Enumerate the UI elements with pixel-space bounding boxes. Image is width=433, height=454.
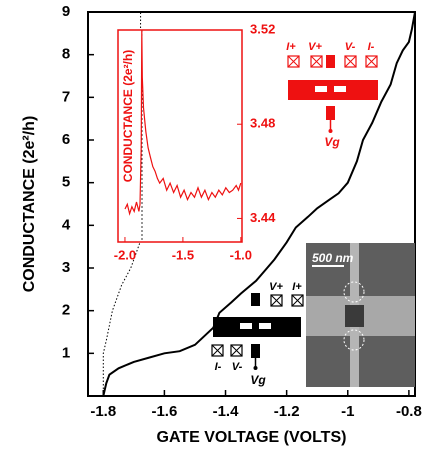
annotation: Vg xyxy=(324,135,340,149)
y-axis-title: CONDUCTANCE (2e²/h) xyxy=(21,116,38,293)
annotation: I- xyxy=(368,41,375,53)
sem-ring xyxy=(343,329,365,351)
annotation: V- xyxy=(232,361,243,373)
gate xyxy=(251,293,260,306)
x-tick-label: -1.4 xyxy=(213,403,240,420)
x-tick-label: -1.8 xyxy=(90,403,116,420)
annotation: I- xyxy=(215,361,222,373)
annotation: 500 nm xyxy=(312,251,354,265)
gate xyxy=(326,106,335,120)
contact-cross xyxy=(291,294,304,307)
annotation: V- xyxy=(345,41,356,53)
x-axis-title: GATE VOLTAGE (VOLTS) xyxy=(157,429,347,446)
x-tick-label: -1 xyxy=(341,403,354,420)
y-tick-label: 8 xyxy=(62,46,70,63)
y-tick-label: 3 xyxy=(62,259,70,276)
y-tick-label: 9 xyxy=(62,3,70,20)
contact-cross xyxy=(310,55,323,68)
x-tick-label: -0.8 xyxy=(396,403,422,420)
inset-curve xyxy=(124,29,242,216)
annotation: V+ xyxy=(269,281,283,293)
annotation: I+ xyxy=(286,41,296,53)
notch xyxy=(259,323,271,329)
wire xyxy=(213,317,301,337)
contact-cross xyxy=(287,55,300,68)
gate xyxy=(326,55,335,68)
inset-x-tick-label: -1.5 xyxy=(172,247,194,262)
contact-cross xyxy=(211,344,224,357)
inset-y-tick-label: 3.52 xyxy=(250,21,275,36)
annotation: I+ xyxy=(292,281,302,293)
notch xyxy=(315,86,327,92)
x-tick-label: -1.6 xyxy=(151,403,177,420)
y-tick-label: 4 xyxy=(62,216,71,233)
x-tick-label: -1.2 xyxy=(274,403,300,420)
y-tick-label: 1 xyxy=(62,344,70,361)
y-tick-label: 7 xyxy=(62,88,70,105)
annotation: Vg xyxy=(250,373,266,387)
notch xyxy=(334,86,346,92)
sem-ring xyxy=(343,281,365,303)
contact-cross xyxy=(365,55,378,68)
inset-x-tick-label: -2.0 xyxy=(114,247,136,262)
inset-frame xyxy=(117,29,243,243)
contact-cross xyxy=(270,294,283,307)
y-tick-label: 5 xyxy=(62,174,70,191)
inset-y-tick-label: 3.44 xyxy=(250,210,276,225)
inset-y-axis-title: CONDUCTANCE (2e²/h) xyxy=(121,50,135,182)
annotation: V+ xyxy=(308,41,322,53)
inset-x-tick-label: -1.0 xyxy=(230,247,252,262)
wire xyxy=(288,80,378,100)
y-tick-label: 6 xyxy=(62,131,70,148)
contact-cross xyxy=(230,344,243,357)
gate xyxy=(251,344,260,358)
gate-dot xyxy=(253,366,258,370)
gate-dot xyxy=(328,129,333,133)
sem-gap xyxy=(345,305,364,327)
inset-y-tick-label: 3.48 xyxy=(250,116,275,131)
curve xyxy=(102,11,142,396)
curve xyxy=(102,11,416,397)
notch xyxy=(240,323,252,329)
axes-frame xyxy=(87,11,416,397)
y-tick-label: 2 xyxy=(62,302,70,319)
inset-background xyxy=(118,30,242,242)
contact-cross xyxy=(344,55,357,68)
